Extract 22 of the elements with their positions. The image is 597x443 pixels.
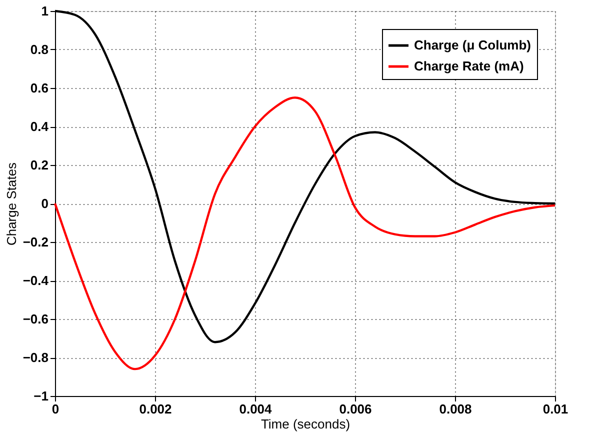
y-tick-label: −0.6 — [22, 312, 48, 326]
legend-label: Charge (μ Columb) — [414, 38, 532, 52]
y-tick-label: −1 — [34, 388, 48, 404]
y-tick-label: 0.8 — [30, 42, 48, 57]
legend-label: Charge Rate (mA) — [414, 58, 524, 74]
line-series — [54, 96, 556, 370]
x-tick-label: 0.004 — [239, 402, 273, 416]
y-tick-label: −0.8 — [22, 350, 48, 365]
y-tick-label: 0.4 — [30, 119, 50, 134]
x-tick-label: 0.008 — [439, 402, 472, 416]
y-axis-title: Charge States — [4, 162, 19, 246]
y-tick-label: 1 — [41, 4, 48, 18]
x-tick-label: 0.002 — [139, 402, 172, 416]
x-axis-title: Time (seconds) — [260, 416, 350, 432]
y-tick-label: 0.6 — [30, 80, 48, 96]
y-tick-label: −0.2 — [22, 234, 48, 250]
x-tick-label: 0.01 — [542, 402, 568, 416]
y-tick-label: 0.2 — [30, 158, 48, 172]
y-tick-label: 0 — [41, 196, 48, 211]
y-tick-label: −0.4 — [22, 273, 50, 288]
x-tick-label: 0.006 — [339, 402, 372, 416]
x-tick-label: 0 — [52, 402, 60, 416]
